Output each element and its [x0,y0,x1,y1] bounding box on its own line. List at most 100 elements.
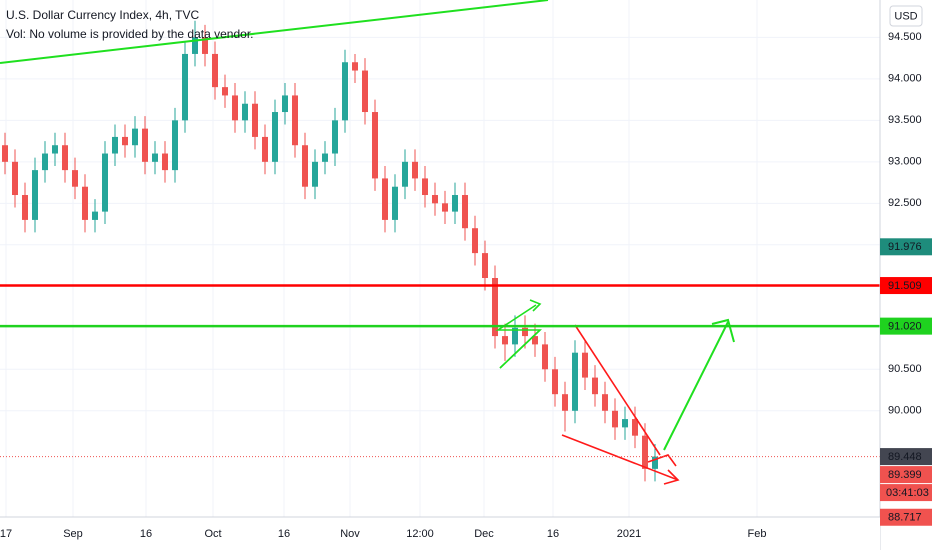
x-tick-label: 2021 [617,528,641,540]
candle-body [322,153,328,162]
candle-body [502,336,508,345]
candle-body [272,112,278,162]
candle-body [652,456,658,469]
x-tick-label: Feb [748,528,767,540]
candle-body [132,128,138,146]
arrow-head [663,469,680,485]
candle-body [452,195,458,212]
candle-body [492,278,498,337]
candle-body [242,103,248,121]
candle-body [582,352,588,378]
x-tick-label: 16 [140,528,152,540]
candle-body [172,120,178,171]
x-tick-label: 16 [547,528,559,540]
levels [0,284,880,458]
price-label: 91.509 [888,280,922,292]
candle-body [572,352,578,411]
candle-body [162,153,168,171]
flag-line [499,329,541,369]
candle-body [182,53,188,121]
wedge-line [574,324,661,456]
price-label-box [880,466,932,484]
y-tick-label: 90.500 [888,363,922,375]
candle-body [352,62,358,71]
candle-body [302,145,308,187]
y-tick-label: 94.000 [888,73,922,85]
candle-body [42,153,48,171]
currency-button[interactable] [889,5,923,27]
arrow-head [529,299,542,312]
candle-body [592,377,598,395]
y-tick-label: 94.500 [888,31,922,43]
candle-body [92,211,98,220]
y-tick-label: 92.500 [888,197,922,209]
price-label: 89.448 [888,451,922,463]
target-arrow [663,321,729,451]
candle-body [102,153,108,212]
price-label-box [880,238,932,256]
price-label: 91.976 [888,241,922,253]
candle-body [642,435,648,469]
candle-body [232,95,238,121]
candle-body [72,170,78,187]
x-tick-label: Nov [340,528,360,540]
arrow-head [711,318,735,343]
candle-body [552,369,558,395]
y-tick-label: 90.000 [888,405,922,417]
candle-body [632,419,638,436]
chart-title: U.S. Dollar Currency Index, 4h, TVC [6,8,200,22]
candle-body [432,195,438,204]
candle-body [412,161,418,179]
price-label-box [880,317,932,335]
drawings [0,0,735,485]
y-tick-label: 93.500 [888,114,922,126]
price-label-box [880,277,932,295]
candle-body [372,112,378,179]
price-label: 88.717 [888,512,922,524]
arrow-head [647,454,677,467]
candle-body [382,178,388,220]
x-tick-label: 17 [0,528,12,540]
candle-body [392,186,398,220]
axes: 90.00090.50091.50092.00092.50093.00093.5… [0,31,932,540]
x-tick-label: 12:00 [406,528,434,540]
candle-body [512,327,518,345]
candle-body [112,136,118,154]
candle-body [342,62,348,121]
candle-body [542,344,548,370]
candle-body [422,178,428,196]
x-tick-label: Sep [63,528,83,540]
candle-body [472,228,478,254]
candles [2,20,658,482]
candle-body [152,153,158,162]
candle-body [532,336,538,345]
candle-body [22,195,28,220]
currency[interactable]: USD [894,10,917,22]
candle-body [142,128,148,162]
candle-body [462,195,468,229]
countdown-box [880,484,932,502]
candle-body [562,394,568,411]
candle-body [522,327,528,337]
candle-body [332,120,338,154]
candle-body [202,37,208,54]
candle-body [312,161,318,187]
countdown: 03:41:03 [886,487,929,499]
candle-body [212,53,218,88]
x-tick-label: 16 [278,528,290,540]
candle-body [62,145,68,171]
candle-body [362,70,368,113]
candle-body [262,136,268,162]
x-tick-label: Dec [474,528,494,540]
price-label-box [880,508,932,526]
price-label: 89.399 [888,469,922,481]
y-tick-label: 93.000 [888,156,922,168]
trend-line [0,0,549,64]
candle-body [252,103,258,137]
candle-body [52,145,58,154]
candle-body [282,95,288,113]
candle-body [612,410,618,428]
candle-body [622,419,628,428]
